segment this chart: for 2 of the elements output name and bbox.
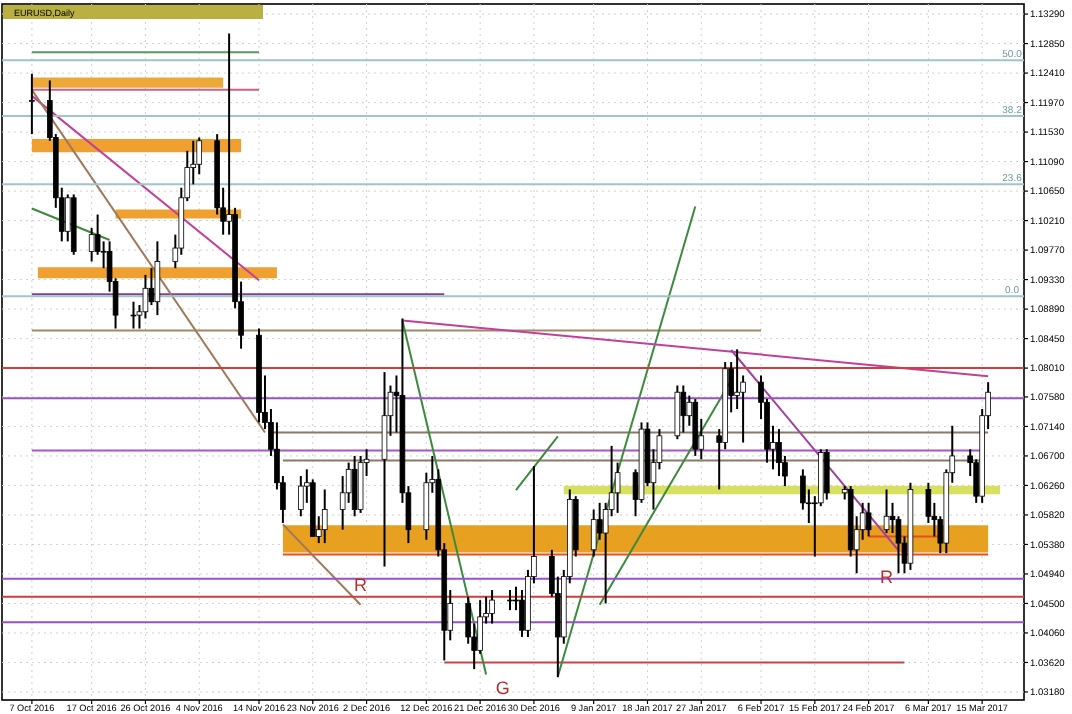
annotation: G [495, 678, 510, 698]
annotation: R [354, 574, 369, 595]
